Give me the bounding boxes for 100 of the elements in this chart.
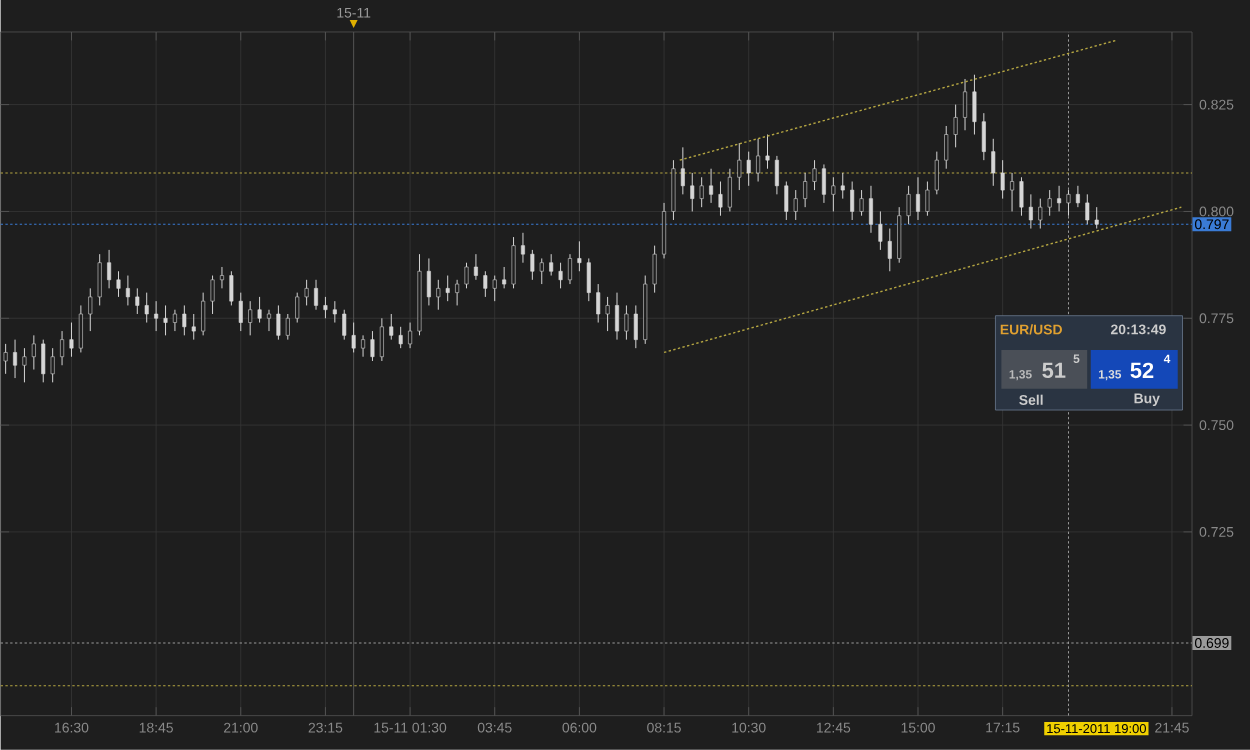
candlestick [746,151,751,187]
candlestick [248,300,253,337]
candlestick [107,249,112,290]
candlestick [793,189,798,221]
candlestick [615,292,619,341]
candlestick [774,155,779,196]
candlestick [191,313,196,341]
candlestick [1094,206,1099,230]
candlestick [267,309,271,332]
candlestick [238,292,243,332]
candlestick [558,262,563,290]
candlestick [784,181,789,221]
candlestick [652,245,657,294]
candlestick [718,181,723,217]
candlestick [624,305,629,341]
candlestick [944,125,949,170]
candlestick [342,309,347,341]
candlestick [567,253,572,285]
candlestick [1000,159,1005,200]
candlestick [511,236,516,290]
candlestick [257,296,262,324]
candlestick [1028,194,1033,230]
candlestick [662,202,667,260]
annotation: 51 [1042,362,1066,379]
candlestick [41,339,46,384]
candlestick [492,275,497,302]
candlestick [906,185,911,225]
candlestick [991,138,996,187]
candlestick [31,335,36,371]
candlestick [737,142,742,191]
candlestick [1066,189,1071,217]
candlestick [323,296,328,319]
candlestick [765,134,770,170]
candlestick [709,168,714,204]
candlestick [304,279,309,307]
candlestick [351,322,356,354]
candlestick [727,168,732,213]
candlestick [1057,185,1062,213]
candlestick [859,189,864,217]
candlestick [1019,176,1024,217]
candlestick [878,211,883,251]
candlestick [812,159,817,191]
candlestick [50,347,55,384]
candlestick [285,313,290,341]
candlestick [464,262,469,290]
candlestick [831,176,836,213]
candlestick [379,317,384,362]
candlestick [389,313,394,341]
candlestick [229,270,234,307]
candlestick [172,309,177,332]
candlestick [370,330,375,362]
candlestick [125,275,130,307]
candlestick [445,275,450,302]
candlestick [803,172,808,208]
candlestick [699,176,704,208]
candlestick [577,241,582,272]
candlestick [1047,189,1052,217]
candlestick [756,138,761,183]
candlestick [1085,194,1090,225]
candlestick [925,181,930,217]
candlestick [455,279,460,307]
candlestick [953,104,958,149]
candlestick [426,258,431,307]
candlestick [144,292,149,324]
candlestick [22,347,27,384]
candlestick [436,279,441,311]
candlestick [408,322,413,349]
candlestick [361,335,366,358]
candlestick [154,300,159,332]
annotation: 52 [1130,362,1154,379]
candlestick [78,305,83,354]
candlestick [60,330,65,366]
candlestick [671,159,676,221]
candlestick [850,181,855,221]
candlestick [596,283,601,324]
candlestick [483,270,488,298]
candlestick [539,258,544,285]
candlestick [690,172,695,213]
candlestick [530,249,535,281]
candlestick [116,270,121,298]
candlestick [972,74,977,136]
candlestick [182,305,187,337]
candlestick [1010,172,1015,213]
candlestick [201,292,206,337]
candlestick [549,253,554,277]
candlestick [1038,198,1043,230]
candlestick [963,78,968,131]
candlestick [210,275,215,315]
candlestick [868,185,873,234]
candlestick [295,292,300,324]
candlestick [1075,185,1080,208]
candlestick [97,253,102,307]
candlestick [840,172,845,200]
candlestick [88,288,93,332]
candlestick [502,266,507,290]
candlestick [135,288,140,315]
candlestick [332,300,337,324]
candlestick [605,296,610,332]
candlestick [398,326,403,349]
candlestick [473,253,478,281]
